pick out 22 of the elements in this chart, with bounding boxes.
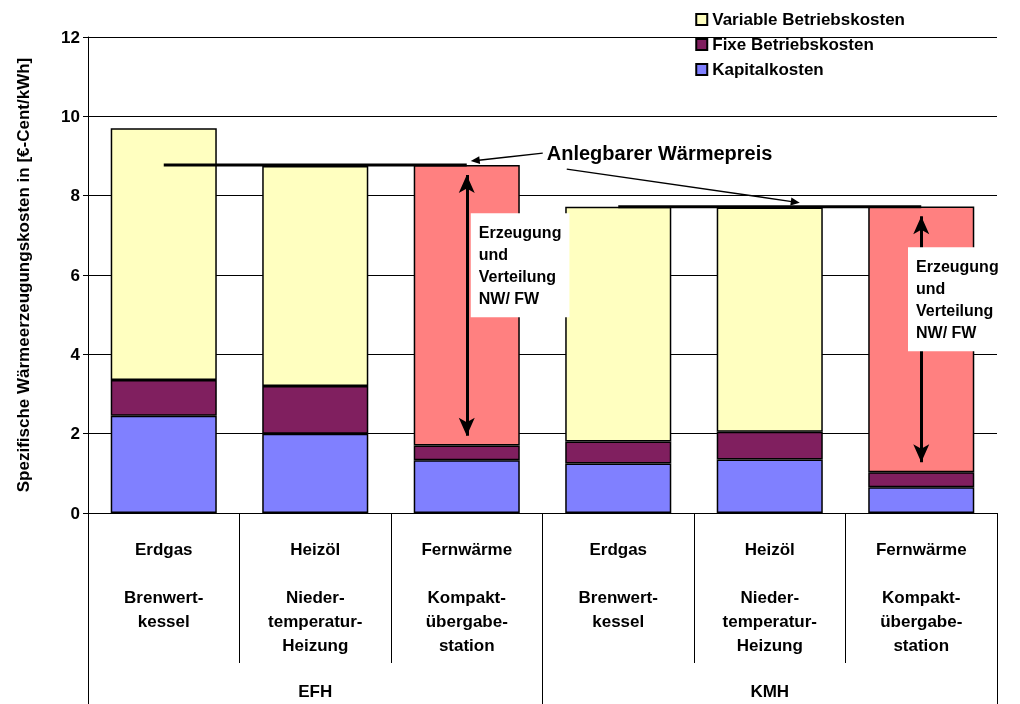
category-label: Fernwärme Kompakt- übergabe- station xyxy=(421,539,513,655)
category-label: Erdgas Brenwert- kessel xyxy=(124,539,204,631)
text: KMH xyxy=(750,682,790,701)
legend-label: Fixe Betriebskosten xyxy=(712,35,874,54)
y-axis-title: Spezifische Wärmeerzeugungskosten in [€-Cent/kWh] xyxy=(14,57,33,493)
category-label: Fernwärme Kompakt- übergabe- station xyxy=(875,539,967,655)
y-tick-label: 6 xyxy=(70,265,80,285)
category-label: Heizöl Nieder- temperatur- Heizung xyxy=(722,539,817,655)
y-tick-label: 2 xyxy=(70,424,80,444)
legend-label: Kapitalkosten xyxy=(712,60,824,79)
annotation: Anlegbarer Wärmepreis xyxy=(546,142,773,165)
annotation: Erzeugung und Verteilung NW/ FW xyxy=(916,257,999,341)
y-tick-label: 12 xyxy=(61,27,80,47)
annotation: Erzeugung und Verteilung NW/ FW xyxy=(478,223,562,307)
y-tick-label: 10 xyxy=(61,106,80,126)
y-tick-label: 4 xyxy=(70,344,81,364)
category-label: Erdgas Brenwert- kessel xyxy=(578,539,658,631)
text: EFH xyxy=(298,682,333,701)
y-tick-label: 0 xyxy=(70,503,80,523)
y-tick-label: 8 xyxy=(70,186,80,206)
legend-label: Variable Betriebskosten xyxy=(712,10,906,29)
category-label: Heizöl Nieder- temperatur- Heizung xyxy=(268,539,363,655)
